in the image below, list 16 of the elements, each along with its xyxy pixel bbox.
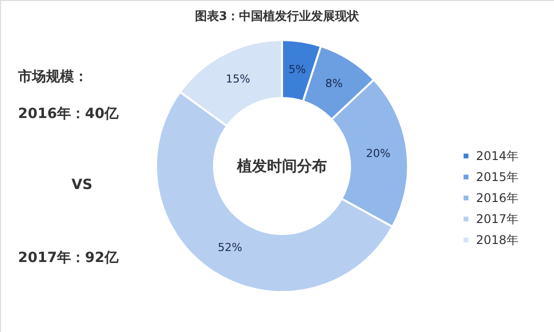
text: 2017年：92亿 [18,250,120,266]
chart-title: 图表3：中国植发行业发展现状 [194,9,360,23]
legend-label: 2014年 [476,149,519,163]
text: 植发时间分布 [236,157,327,175]
text: 市场规模： [17,68,88,85]
data-label: 8% [325,77,343,90]
legend-label: 2018年 [476,233,519,247]
legend-label: 2016年 [476,191,519,205]
data-label: 15% [226,72,250,86]
legend-label: 2015年 [476,170,519,184]
data-label: 5% [288,63,306,76]
text: VS [72,177,92,193]
data-label: 52% [218,240,242,254]
text: 2016年：40亿 [18,106,120,122]
data-label: 20% [366,146,390,160]
legend-label: 2017年 [476,212,519,226]
